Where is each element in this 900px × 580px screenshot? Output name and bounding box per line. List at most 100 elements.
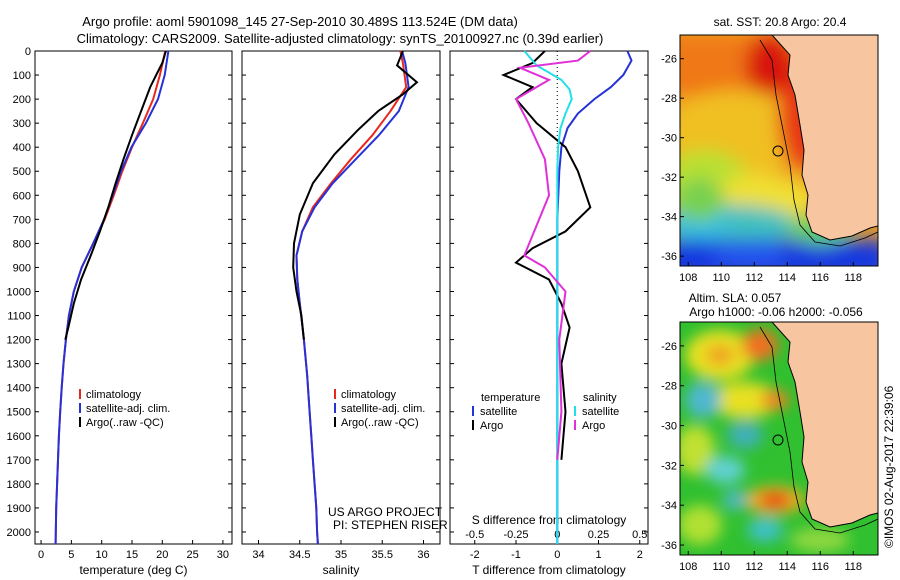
- series-line: [54, 50, 170, 545]
- y-tick-label: 1100: [7, 311, 31, 323]
- plot-frame: [34, 50, 233, 545]
- map-x-tick-label: 108: [679, 561, 697, 573]
- legend-label: satellite: [480, 406, 517, 418]
- argo-location-marker-sla: [772, 434, 784, 446]
- x2-tick-label: -0.5: [465, 529, 484, 541]
- legend-label: climatology: [341, 389, 397, 401]
- pi-credit: PI: STEPHEN RISER: [333, 518, 448, 532]
- x-tick-label: 2: [637, 549, 643, 561]
- map-x-tick-label: 118: [844, 561, 862, 573]
- plot-frame: [241, 50, 441, 545]
- argo-location-marker: [772, 145, 784, 157]
- project-credit: US ARGO PROJECT: [328, 505, 443, 519]
- map-x-tick-label: 112: [745, 272, 763, 284]
- legend-label: satellite: [582, 406, 619, 418]
- sla-map-ticks: 108 110 112 114 116 118 -26 -28 -30 -32 -34 -36: [661, 341, 862, 573]
- sst-map-title: sat. SST: 20.8 Argo: 20.4: [714, 15, 847, 29]
- legend-title-temperature: temperature: [481, 392, 540, 404]
- map-y-tick-label: -28: [661, 381, 677, 393]
- map-x-tick-label: 110: [712, 561, 730, 573]
- map-x-tick-label: 110: [712, 272, 730, 284]
- x-tick-label: 34.5: [289, 549, 310, 561]
- series-line: [295, 50, 410, 545]
- x-tick-label: 0: [38, 549, 44, 561]
- sla-map: Altim. SLA: 0.057 Argo h1000: -0.06 h200…: [661, 291, 879, 573]
- map-y-tick-label: -30: [661, 421, 677, 433]
- x-tick-label: 1: [595, 549, 601, 561]
- x-tick-label: 35: [335, 549, 347, 561]
- y-tick-label: 1200: [7, 335, 31, 347]
- y-tick-label: 1000: [7, 286, 31, 298]
- series-line: [292, 50, 419, 340]
- series-line: [64, 50, 167, 340]
- x2-tick-label: 0.25: [588, 529, 609, 541]
- x2-axis-label: S difference from climatology: [472, 513, 627, 527]
- legend-label: Argo: [480, 420, 503, 432]
- x-tick-label: 36: [417, 549, 429, 561]
- y-tick-label: 1900: [7, 503, 31, 515]
- series-line: [501, 50, 592, 460]
- x-tick-label: 34: [252, 549, 264, 561]
- y-tick-label: 200: [13, 94, 31, 106]
- y-tick-label: 300: [13, 118, 31, 130]
- figure-title-line2: Climatology: CARS2009. Satellite-adjuste…: [77, 31, 604, 46]
- map-x-tick-label: 112: [745, 561, 763, 573]
- map-y-tick-label: -26: [661, 54, 677, 66]
- x-tick-label: 20: [156, 549, 168, 561]
- legend-label: Argo(..raw -QC): [86, 417, 164, 429]
- sla-field: [680, 322, 878, 555]
- y-tick-label: 1300: [7, 359, 31, 371]
- x-tick-label: 15: [126, 549, 138, 561]
- legend-label: Argo: [582, 420, 605, 432]
- imos-timestamp: ©IMOS 02-Aug-2017 22:39:06: [882, 385, 896, 548]
- y-tick-label: 1600: [7, 431, 31, 443]
- map-y-tick-label: -32: [661, 460, 677, 472]
- legend-label: satellite-adj. clim.: [86, 403, 170, 415]
- x-tick-label: 30: [217, 549, 229, 561]
- salinity-panel: 34 34.5 35 35.5 36 salinity climatology satelli…: [241, 50, 441, 577]
- y-tick-label: 900: [13, 262, 31, 274]
- legend-label: satellite-adj. clim.: [341, 403, 425, 415]
- sst-map-ticks: 108 110 112 114 116 118 -26 -28 -30 -32 -34 -36: [661, 54, 862, 284]
- x-tick-label: 25: [186, 549, 198, 561]
- x-tick-label: 10: [96, 549, 108, 561]
- y-tick-label: 1800: [7, 479, 31, 491]
- x-tick-label: 35.5: [372, 549, 393, 561]
- y-tick-label: 500: [13, 166, 31, 178]
- y-tick-label: 1700: [7, 455, 31, 467]
- y-tick-label: 700: [13, 214, 31, 226]
- map-y-tick-label: -34: [661, 212, 677, 224]
- series-line: [523, 50, 573, 544]
- map-x-tick-label: 116: [811, 561, 829, 573]
- map-y-tick-label: -36: [661, 251, 677, 263]
- sla-map-title-line1: Altim. SLA: 0.057: [689, 291, 782, 305]
- map-x-tick-label: 108: [679, 272, 697, 284]
- x-tick-label: 0: [554, 549, 560, 561]
- y-tick-label: 100: [13, 70, 31, 82]
- sla-map-title-line2: Argo h1000: -0.06 h2000: -0.056: [689, 305, 863, 319]
- map-y-tick-label: -36: [661, 540, 677, 552]
- y-tick-label: 1500: [7, 407, 31, 419]
- x2-tick-label: 0.5: [632, 529, 647, 541]
- map-x-tick-label: 114: [778, 272, 796, 284]
- y-tick-label: 600: [13, 190, 31, 202]
- map-y-tick-label: -30: [661, 133, 677, 145]
- plot-frame: [449, 50, 649, 545]
- difference-panel: -2 -1 0 1 2 T difference from climatology -0.5…: [449, 50, 649, 577]
- sst-field: [680, 35, 878, 266]
- y-tick-label: 1400: [7, 383, 31, 395]
- y-tick-label: 800: [13, 238, 31, 250]
- legend-title-salinity: salinity: [583, 392, 617, 404]
- y-tick-label: 400: [13, 142, 31, 154]
- map-y-tick-label: -28: [661, 93, 677, 105]
- y-tick-label: 2000: [7, 527, 31, 539]
- temperature-panel: 0 100 200 300 400 500 600 700 800 900 1000 1100 1200…: [7, 46, 233, 577]
- map-x-tick-label: 118: [844, 272, 862, 284]
- x-axis-label: temperature (deg C): [79, 563, 187, 577]
- legend-label: climatology: [86, 389, 142, 401]
- map-y-tick-label: -26: [661, 341, 677, 353]
- x-tick-label: -1: [511, 549, 521, 561]
- x2-tick-label: -0.25: [503, 529, 528, 541]
- x-axis-label: salinity: [323, 563, 360, 577]
